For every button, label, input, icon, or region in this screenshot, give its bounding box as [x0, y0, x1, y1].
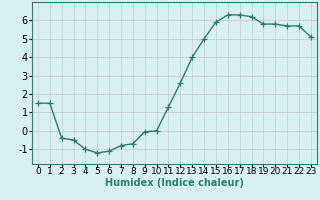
X-axis label: Humidex (Indice chaleur): Humidex (Indice chaleur): [105, 178, 244, 188]
